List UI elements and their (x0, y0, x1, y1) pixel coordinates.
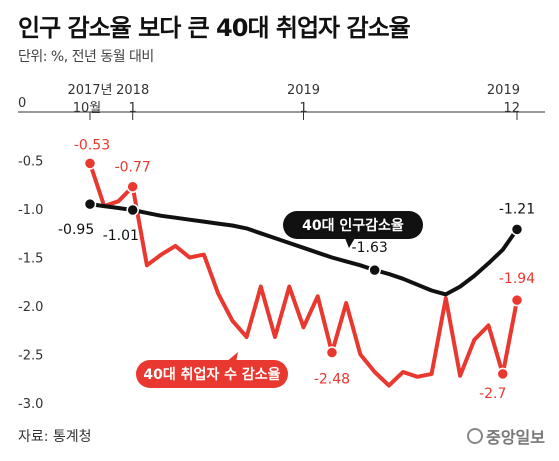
x-tick-month: 10월 (73, 101, 102, 116)
employed-point-marker (126, 180, 139, 193)
population-data-label: -1.21 (499, 201, 535, 217)
y-tick-label: -2.0 (18, 300, 43, 315)
employed-data-label: -0.53 (74, 137, 110, 153)
population-series-line (88, 202, 519, 297)
x-tick-year: 2019 (487, 83, 520, 98)
employed-series-callout: 40대 취업자 수 감소율 (136, 352, 288, 388)
x-tick-month: 1 (299, 101, 307, 116)
chart-title: 인구 감소율 보다 큰 40대 취업자 감소율 (18, 14, 411, 42)
x-tick-year: 2018 (116, 83, 149, 98)
employed-data-label: -1.94 (499, 271, 535, 287)
population-series-callout: 40대 인구감소율 (283, 211, 423, 248)
employed-point-marker (83, 157, 97, 170)
chart-subtitle: 단위: %, 전년 동월 대비 (18, 49, 154, 65)
x-axis: 2017년 10월 2018 1 2019 1 2019 12 (67, 83, 520, 120)
y-tick-label: -0.5 (18, 155, 43, 170)
brand-mark-icon (467, 428, 484, 444)
population-point-marker (510, 223, 524, 236)
employed-data-label: -2.48 (314, 372, 350, 388)
brand-logo: 중앙일보 (467, 424, 545, 448)
population-point-marker (368, 263, 381, 277)
employed-callout-pill (136, 360, 288, 388)
y-tick-label: -1.0 (18, 203, 43, 218)
population-callout-pointer (345, 238, 355, 248)
y-axis: 0 -0.5 -1.0 -1.5 -2.0 -2.5 -3.0 (18, 96, 545, 412)
x-tick-month: 1 (129, 101, 137, 116)
line-chart: 0-0.5-1.0-1.5-2.0-2.5-3.0 2017년10월201812… (18, 83, 545, 412)
y-tick-label: 0 (18, 96, 26, 111)
employed-point-marker (510, 293, 524, 307)
population-data-label: -0.95 (58, 222, 94, 238)
population-callout-label: 40대 인구감소율 (302, 217, 404, 234)
y-tick-label: -1.5 (18, 252, 43, 267)
employed-callout-pointer (226, 352, 238, 362)
population-point-marker (126, 203, 139, 217)
series-lines (83, 157, 524, 388)
population-point-marker (83, 197, 97, 211)
employed-data-label: -0.77 (115, 160, 151, 176)
y-tick-label: -2.5 (18, 349, 43, 364)
employed-point-marker (496, 367, 510, 381)
population-data-label: -1.01 (103, 228, 139, 244)
brand-name: 중앙일보 (486, 428, 545, 447)
x-tick-month: 12 (503, 101, 520, 116)
employed-data-label: -2.7 (479, 386, 506, 402)
x-tick-year: 2019 (287, 83, 320, 98)
population-data-label: -1.63 (352, 240, 388, 256)
x-tick-year: 2017년 (67, 83, 112, 98)
employed-point-marker (325, 346, 339, 359)
population-callout-pill (283, 211, 423, 239)
y-tick-label: -3.0 (18, 397, 43, 412)
data-labels: -0.53 -0.77 -2.48 -2.7 -1.94 -0.95 -1.01 -1.63 -… (58, 137, 535, 401)
source-note: 자료: 통계청 (18, 429, 92, 445)
employed-series-line (88, 161, 519, 388)
employed-callout-label: 40대 취업자 수 감소율 (143, 366, 280, 383)
